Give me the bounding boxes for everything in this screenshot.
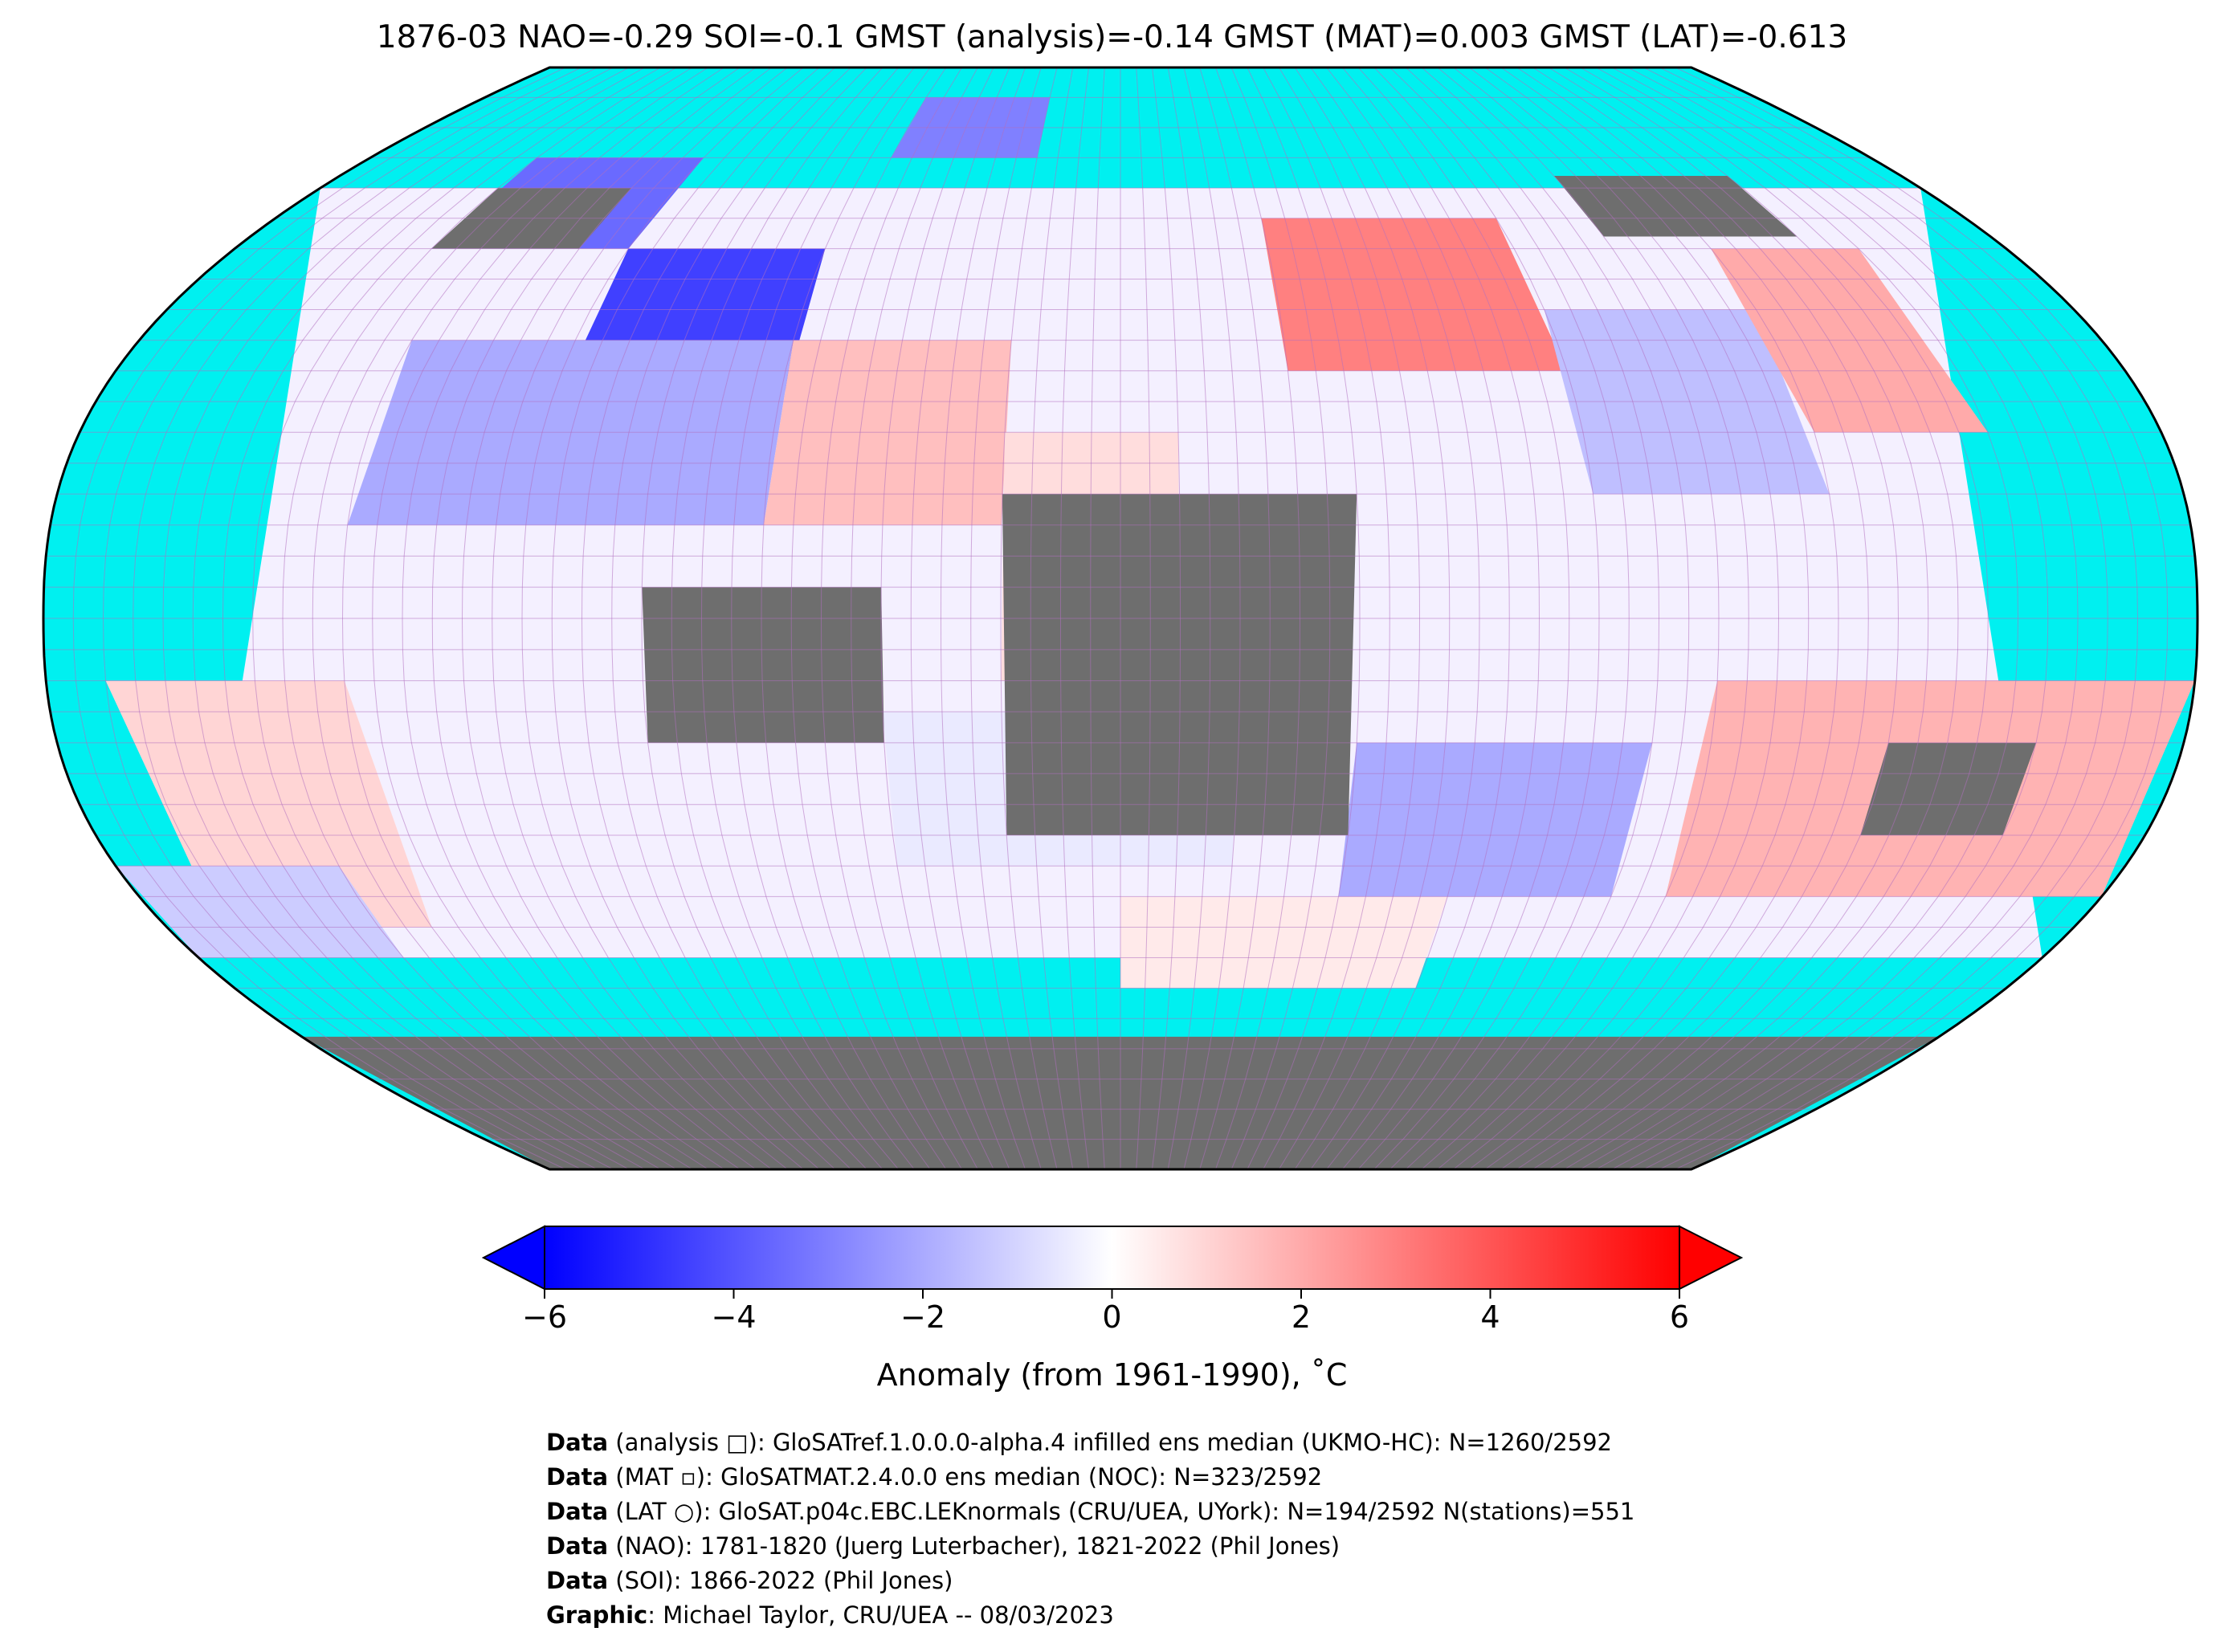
anomaly-region [116, 866, 404, 958]
anomaly-region [1120, 896, 1448, 989]
colorbar-ticks: −6 −4 −2 0 2 4 6 [522, 1289, 1689, 1335]
land-no-data [642, 587, 884, 743]
colorbar-arrow-right [1679, 1225, 1743, 1291]
credit-row-analysis: Data (analysis □): GloSATref.1.0.0.0-alp… [546, 1429, 1613, 1456]
colorbar-tick-label: 0 [1102, 1299, 1121, 1335]
map-body [43, 67, 2197, 1169]
world-map [42, 66, 2199, 1171]
land-no-data [1860, 742, 2037, 836]
chart-title: 1876-03 NAO=-0.29 SOI=-0.1 GMST (analysi… [376, 19, 1848, 55]
land-no-data [1002, 494, 1357, 836]
anomaly-region [1261, 218, 1567, 371]
colorbar-bar [544, 1226, 1680, 1290]
credit-row-graphic: Graphic: Michael Taylor, CRU/UEA -- 08/0… [546, 1601, 1114, 1629]
colorbar-tick-label: −6 [522, 1299, 567, 1335]
anomaly-region [105, 680, 432, 928]
credit-row-mat: Data (MAT ▫): GloSATMAT.2.4.0.0 ens medi… [546, 1463, 1323, 1491]
credit-row-soi: Data (SOI): 1866-2022 (Phil Jones) [546, 1567, 953, 1594]
colorbar-tick-label: 6 [1670, 1299, 1689, 1335]
land-no-data [1554, 176, 1798, 237]
colorbar-label: Anomaly (from 1961-1990), ˚C [876, 1357, 1348, 1393]
credit-row-nao: Data (NAO): 1781-1820 (Juerg Luterbacher… [546, 1532, 1341, 1560]
colorbar: −6 −4 −2 0 2 4 6 [482, 1225, 1743, 1335]
colorbar-tick-label: −2 [900, 1299, 945, 1335]
map-outline [42, 66, 2199, 1171]
credits: Data (analysis □): GloSATref.1.0.0.0-alp… [546, 1426, 1634, 1633]
anomaly-region [1338, 742, 1652, 897]
colorbar-tick-label: 2 [1292, 1299, 1311, 1335]
colorbar-tick-label: 4 [1480, 1299, 1500, 1335]
colorbar-tick-label: −4 [711, 1299, 756, 1335]
credit-row-lat: Data (LAT ○): GloSAT.p04c.EBC.LEKnormals… [546, 1498, 1635, 1525]
colorbar-arrow-left [482, 1225, 545, 1291]
